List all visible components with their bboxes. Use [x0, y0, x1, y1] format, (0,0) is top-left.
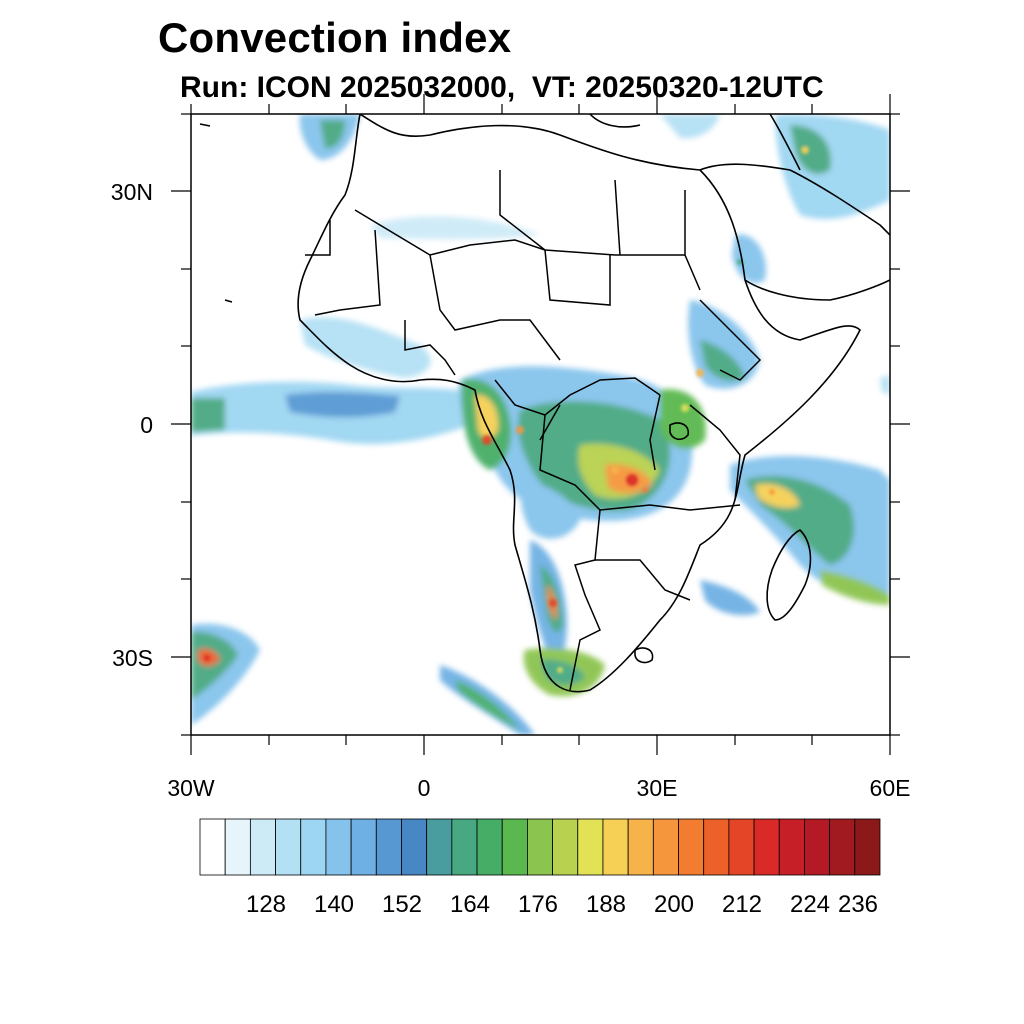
colorbar-swatch — [778, 818, 805, 876]
lat-label-0: 0 — [140, 412, 153, 438]
colorbar-swatch — [652, 818, 679, 876]
colorbar-swatch — [678, 818, 705, 876]
colorbar-swatch — [527, 818, 553, 876]
colorbar-swatch — [577, 818, 604, 876]
convection-field — [191, 114, 890, 735]
colorbar-tick-label: 212 — [722, 891, 762, 918]
chart-title: Convection index — [158, 14, 512, 61]
colorbar-swatch — [375, 818, 402, 876]
colorbar-swatch — [552, 818, 579, 876]
colorbar-swatch — [275, 818, 302, 876]
lon-label-30e: 30E — [637, 775, 678, 801]
colorbar-swatch — [350, 818, 377, 876]
country-borders — [305, 170, 762, 691]
colorbar-tick-label: 188 — [586, 891, 626, 918]
colorbar-labels: 128 140 152 164 176 188 200 212 224 236 — [246, 891, 878, 918]
colorbar-swatch — [703, 818, 730, 876]
coastlines — [199, 114, 890, 693]
colorbar-tick-label: 236 — [838, 891, 878, 918]
colorbar-tick-label: 128 — [246, 891, 286, 918]
lon-ticks — [190, 94, 891, 755]
colorbar-swatch — [854, 818, 881, 876]
colorbar-swatch — [829, 818, 856, 876]
colorbar-tick-label: 200 — [654, 891, 694, 918]
lat-ticks — [171, 113, 910, 736]
colorbar-swatch — [451, 818, 478, 876]
colorbar-swatch — [325, 818, 352, 876]
colorbar-swatch — [804, 818, 831, 876]
colorbar-swatch — [199, 818, 226, 876]
colorbar-tick-label: 224 — [790, 891, 830, 918]
colorbar-tick-label: 140 — [314, 891, 354, 918]
colorbar-swatch — [627, 818, 654, 876]
colorbar-swatch — [602, 818, 629, 876]
colorbar-swatch — [426, 818, 453, 876]
lat-label-30s: 30S — [112, 645, 153, 671]
lon-label-60e: 60E — [870, 775, 911, 801]
chart-subtitle: Run: ICON 2025032000, VT: 20250320-12UTC — [180, 71, 824, 104]
colorbar-swatch — [224, 818, 251, 876]
colorbar-tick-label: 176 — [518, 891, 558, 918]
colorbar-swatch — [501, 818, 528, 876]
colorbar-swatch — [401, 818, 428, 876]
colorbar-swatch — [249, 818, 276, 876]
colorbar-tick-label: 164 — [450, 891, 490, 918]
lon-label-30w: 30W — [167, 775, 215, 801]
colorbar-swatch — [300, 818, 327, 876]
lon-label-0: 0 — [418, 775, 431, 801]
colorbar-swatch — [728, 818, 755, 876]
colorbar-swatch — [753, 818, 780, 876]
lat-label-30n: 30N — [111, 179, 153, 205]
colorbar-swatch — [476, 818, 503, 876]
colorbar — [199, 818, 881, 876]
colorbar-tick-label: 152 — [382, 891, 422, 918]
